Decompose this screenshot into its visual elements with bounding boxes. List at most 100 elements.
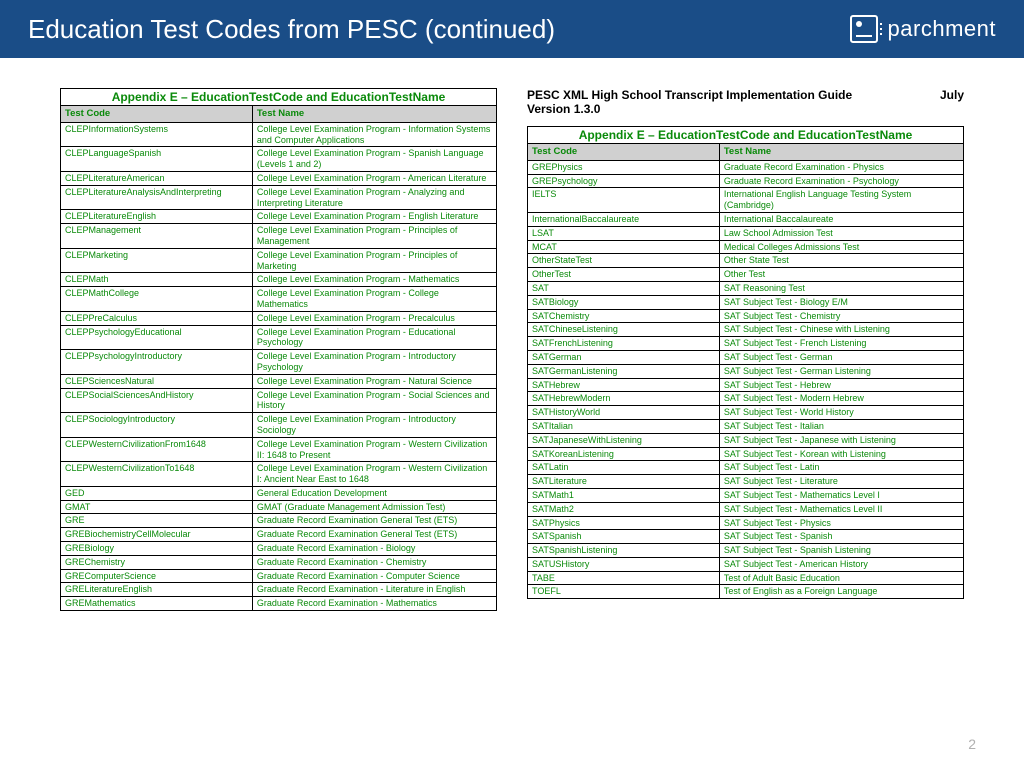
cell-test-name: Graduate Record Examination - Mathematic…: [252, 597, 496, 611]
table-row: GREPsychologyGraduate Record Examination…: [528, 174, 964, 188]
cell-test-code: GREComputerScience: [61, 569, 253, 583]
cell-test-name: College Level Examination Program - Soci…: [252, 388, 496, 413]
cell-test-name: College Level Examination Program - Engl…: [252, 210, 496, 224]
cell-test-code: CLEPLiteratureEnglish: [61, 210, 253, 224]
table-row: IELTSInternational English Language Test…: [528, 188, 964, 213]
cell-test-code: SATUSHistory: [528, 557, 720, 571]
cell-test-code: GRELiteratureEnglish: [61, 583, 253, 597]
table-row: SATChemistrySAT Subject Test - Chemistry: [528, 309, 964, 323]
cell-test-code: CLEPLanguageSpanish: [61, 147, 253, 172]
cell-test-code: CLEPPsychologyIntroductory: [61, 350, 253, 375]
table-row: CLEPLanguageSpanishCollege Level Examina…: [61, 147, 497, 172]
cell-test-code: CLEPLiteratureAmerican: [61, 171, 253, 185]
table-row: SATLiteratureSAT Subject Test - Literatu…: [528, 475, 964, 489]
table-row: GREChemistryGraduate Record Examination …: [61, 555, 497, 569]
cell-test-name: Graduate Record Examination - Chemistry: [252, 555, 496, 569]
table-row: TABETest of Adult Basic Education: [528, 571, 964, 585]
table-row: TOEFLTest of English as a Foreign Langua…: [528, 585, 964, 599]
cell-test-code: IELTS: [528, 188, 720, 213]
table-row: CLEPPreCalculusCollege Level Examination…: [61, 311, 497, 325]
col-header-code: Test Code: [61, 106, 253, 122]
cell-test-code: OtherTest: [528, 268, 720, 282]
table-row: SATBiologySAT Subject Test - Biology E/M: [528, 295, 964, 309]
cell-test-name: Test of Adult Basic Education: [719, 571, 963, 585]
table-row: GREBiologyGraduate Record Examination - …: [61, 542, 497, 556]
table-row: CLEPMarketingCollege Level Examination P…: [61, 248, 497, 273]
cell-test-name: College Level Examination Program - Coll…: [252, 287, 496, 312]
table-row: MCATMedical Colleges Admissions Test: [528, 240, 964, 254]
cell-test-code: CLEPWesternCivilizationTo1648: [61, 462, 253, 487]
cell-test-name: Graduate Record Examination - Psychology: [719, 174, 963, 188]
cell-test-code: SATSpanishListening: [528, 544, 720, 558]
table-row: SATFrenchListeningSAT Subject Test - Fre…: [528, 337, 964, 351]
cell-test-name: International English Language Testing S…: [719, 188, 963, 213]
cell-test-name: Other State Test: [719, 254, 963, 268]
table-row: GRELiteratureEnglishGraduate Record Exam…: [61, 583, 497, 597]
doc-title-line2: Version 1.3.0: [527, 102, 852, 116]
cell-test-code: CLEPSciencesNatural: [61, 374, 253, 388]
cell-test-name: SAT Subject Test - World History: [719, 406, 963, 420]
table-title: Appendix E – EducationTestCode and Educa…: [528, 127, 964, 144]
cell-test-name: SAT Reasoning Test: [719, 281, 963, 295]
cell-test-code: CLEPLiteratureAnalysisAndInterpreting: [61, 185, 253, 210]
cell-test-code: OtherStateTest: [528, 254, 720, 268]
cell-test-code: SATHebrewModern: [528, 392, 720, 406]
parchment-logo: parchment: [850, 15, 996, 43]
cell-test-name: College Level Examination Program - Natu…: [252, 374, 496, 388]
cell-test-code: SATFrenchListening: [528, 337, 720, 351]
cell-test-code: CLEPWesternCivilizationFrom1648: [61, 437, 253, 462]
table-row: CLEPLiteratureAmericanCollege Level Exam…: [61, 171, 497, 185]
cell-test-code: SATChineseListening: [528, 323, 720, 337]
cell-test-name: Medical Colleges Admissions Test: [719, 240, 963, 254]
cell-test-name: SAT Subject Test - American History: [719, 557, 963, 571]
cell-test-code: GMAT: [61, 500, 253, 514]
cell-test-name: SAT Subject Test - Spanish: [719, 530, 963, 544]
table-row: GREBiochemistryCellMolecularGraduate Rec…: [61, 528, 497, 542]
cell-test-code: CLEPMarketing: [61, 248, 253, 273]
cell-test-code: CLEPPsychologyEducational: [61, 325, 253, 350]
cell-test-name: College Level Examination Program - West…: [252, 462, 496, 487]
cell-test-code: CLEPSociologyIntroductory: [61, 413, 253, 438]
slide-title: Education Test Codes from PESC (continue…: [28, 14, 555, 45]
table-row: CLEPLiteratureEnglishCollege Level Exami…: [61, 210, 497, 224]
cell-test-code: CLEPPreCalculus: [61, 311, 253, 325]
cell-test-name: SAT Subject Test - Hebrew: [719, 378, 963, 392]
table-row: SATMath1SAT Subject Test - Mathematics L…: [528, 488, 964, 502]
cell-test-code: SATHistoryWorld: [528, 406, 720, 420]
cell-test-name: Graduate Record Examination - Biology: [252, 542, 496, 556]
cell-test-name: Graduate Record Examination General Test…: [252, 514, 496, 528]
table-row: SATJapaneseWithListeningSAT Subject Test…: [528, 433, 964, 447]
table-row: CLEPLiteratureAnalysisAndInterpretingCol…: [61, 185, 497, 210]
table-row: CLEPInformationSystemsCollege Level Exam…: [61, 122, 497, 147]
cell-test-code: MCAT: [528, 240, 720, 254]
table-row: SATItalianSAT Subject Test - Italian: [528, 419, 964, 433]
cell-test-name: GMAT (Graduate Management Admission Test…: [252, 500, 496, 514]
cell-test-code: GRE: [61, 514, 253, 528]
table-row: CLEPWesternCivilizationTo1648College Lev…: [61, 462, 497, 487]
cell-test-code: SAT: [528, 281, 720, 295]
cell-test-name: Graduate Record Examination General Test…: [252, 528, 496, 542]
cell-test-name: SAT Subject Test - Literature: [719, 475, 963, 489]
cell-test-name: SAT Subject Test - Korean with Listening: [719, 447, 963, 461]
table-row: SATGermanSAT Subject Test - German: [528, 350, 964, 364]
table-row: CLEPSocialSciencesAndHistoryCollege Leve…: [61, 388, 497, 413]
cell-test-code: CLEPSocialSciencesAndHistory: [61, 388, 253, 413]
table-row: SATGermanListeningSAT Subject Test - Ger…: [528, 364, 964, 378]
table-row: SATHistoryWorldSAT Subject Test - World …: [528, 406, 964, 420]
cell-test-name: SAT Subject Test - Italian: [719, 419, 963, 433]
page-number: 2: [968, 736, 976, 752]
cell-test-name: College Level Examination Program - Intr…: [252, 413, 496, 438]
cell-test-name: SAT Subject Test - Mathematics Level II: [719, 502, 963, 516]
slide-content: Appendix E – EducationTestCode and Educa…: [0, 58, 1024, 611]
table-row: SATHebrewSAT Subject Test - Hebrew: [528, 378, 964, 392]
table-row: SATSpanishSAT Subject Test - Spanish: [528, 530, 964, 544]
cell-test-code: SATPhysics: [528, 516, 720, 530]
cell-test-name: General Education Development: [252, 486, 496, 500]
cell-test-code: CLEPMath: [61, 273, 253, 287]
table-row: CLEPMathCollegeCollege Level Examination…: [61, 287, 497, 312]
cell-test-code: SATLatin: [528, 461, 720, 475]
table-title: Appendix E – EducationTestCode and Educa…: [61, 89, 497, 106]
cell-test-name: College Level Examination Program - Intr…: [252, 350, 496, 375]
table-row: SATChineseListeningSAT Subject Test - Ch…: [528, 323, 964, 337]
cell-test-code: LSAT: [528, 226, 720, 240]
